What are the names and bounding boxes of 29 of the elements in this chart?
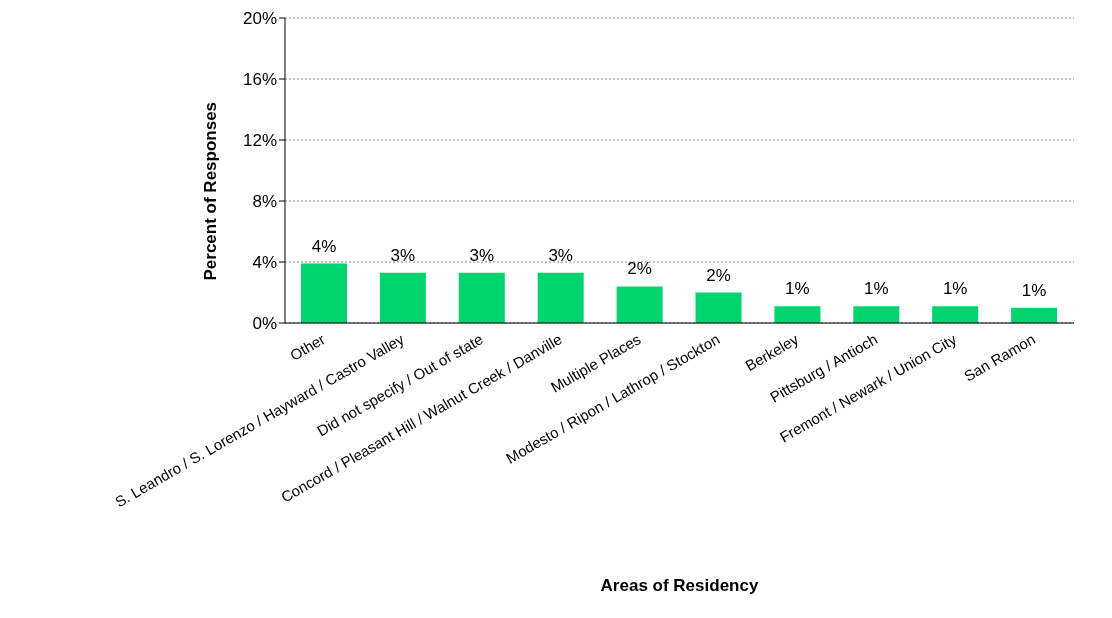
data-label: 1% <box>942 279 968 299</box>
y-tick-label: 8% <box>252 192 277 212</box>
data-label: 1% <box>785 279 810 299</box>
bar <box>695 292 742 323</box>
y-tick-label: 20% <box>242 9 277 29</box>
bar <box>853 306 900 323</box>
bar <box>458 272 505 323</box>
bar <box>379 272 426 323</box>
bar <box>932 306 979 323</box>
y-tick-label: 12% <box>242 131 277 151</box>
y-tick-label: 4% <box>252 253 277 273</box>
bar <box>774 306 821 323</box>
y-axis-title: Percent of Responses <box>201 101 221 281</box>
bar <box>616 286 663 323</box>
x-axis-title: Areas of Residency <box>600 576 759 595</box>
data-label: 1% <box>864 279 889 299</box>
y-tick-label: 16% <box>242 70 277 90</box>
data-label: 3% <box>469 245 495 265</box>
data-label: 3% <box>390 245 416 265</box>
bar <box>537 272 584 323</box>
data-label: 2% <box>706 265 731 285</box>
data-label: 1% <box>1021 280 1047 300</box>
y-tick-label: 0% <box>252 314 277 334</box>
data-label: 4% <box>311 236 337 256</box>
data-label: 2% <box>627 259 652 279</box>
bar <box>1011 307 1058 323</box>
bar <box>301 263 347 323</box>
data-label: 3% <box>548 245 573 265</box>
x-tick-label: Other <box>286 330 328 364</box>
